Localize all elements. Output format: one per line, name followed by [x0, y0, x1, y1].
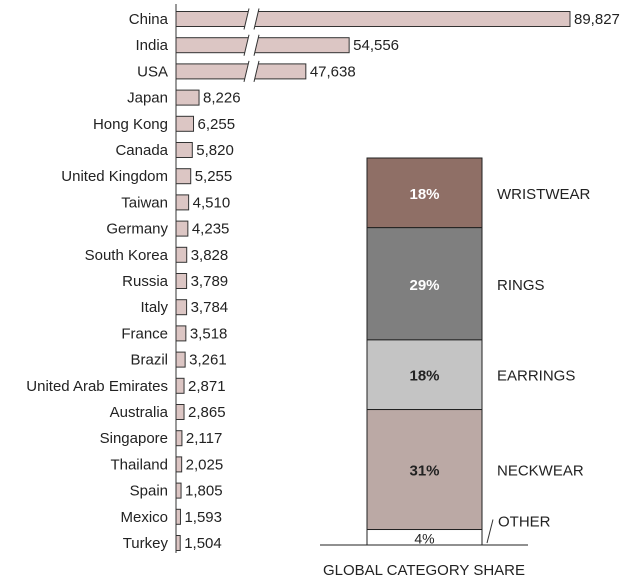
segment-name-label: RINGS [497, 277, 545, 294]
value-label: 8,226 [203, 90, 241, 107]
bar [175, 299, 188, 316]
category-label: Japan [127, 90, 168, 107]
category-label: China [129, 11, 169, 28]
axis-break-mark [253, 60, 260, 83]
value-label: 47,638 [310, 63, 356, 80]
category-label: South Korea [85, 247, 169, 264]
category-label: United Arab Emirates [26, 378, 168, 395]
value-label: 2,871 [188, 378, 226, 395]
bar [175, 194, 190, 211]
bar [175, 11, 571, 27]
value-label: 54,556 [353, 37, 399, 54]
bar [175, 37, 350, 54]
value-label: 1,593 [184, 509, 222, 526]
bar [175, 246, 188, 263]
axis-break-mark [253, 34, 260, 56]
value-label: 3,518 [190, 325, 228, 342]
bar [175, 220, 189, 237]
value-label: 1,504 [184, 535, 222, 552]
segment-value-label: 18% [409, 368, 439, 385]
segment-value-label: 4% [414, 530, 434, 546]
category-label: Turkey [123, 535, 169, 552]
bar [175, 168, 192, 185]
bar [175, 351, 186, 368]
bar [175, 508, 181, 525]
value-label: 2,117 [186, 430, 222, 447]
category-label: USA [137, 63, 168, 80]
bar [175, 273, 188, 289]
category-label: Germany [106, 221, 168, 238]
axis-break-mark [253, 8, 260, 30]
value-label: 6,255 [198, 116, 236, 133]
leader-line [486, 519, 494, 544]
bar [175, 535, 181, 551]
category-label: Thailand [110, 456, 168, 473]
value-label: 4,235 [192, 221, 230, 238]
stack-segment [366, 157, 483, 229]
category-label: Brazil [130, 352, 168, 369]
stack-segment [366, 227, 483, 341]
bar [175, 115, 195, 132]
category-share-axis-label: GLOBAL CATEGORY SHARE [323, 562, 525, 579]
segment-value-label: 29% [409, 277, 439, 294]
segment-name-label: OTHER [498, 514, 551, 531]
category-label: Australia [110, 404, 169, 421]
value-label: 1,805 [185, 483, 223, 500]
category-label: United Kingdom [61, 168, 168, 185]
value-label: 3,828 [191, 247, 229, 264]
bar [175, 325, 187, 342]
axis-break-mark [243, 8, 250, 30]
value-label: 3,784 [191, 299, 229, 316]
stack-segment [366, 409, 483, 531]
axis-break-mark [243, 34, 250, 56]
bar [175, 404, 185, 420]
bar [175, 482, 182, 499]
bar [175, 89, 200, 106]
country-bar-chart: China 89,827 India 54,556 USA 47,638 Japan 8,22… [26, 4, 620, 553]
category-label: Singapore [100, 430, 168, 447]
category-label: Hong Kong [93, 116, 168, 133]
category-label: Mexico [120, 509, 168, 526]
segment-value-label: 18% [409, 186, 439, 203]
axis-break-mark [243, 60, 250, 83]
bar [175, 456, 183, 473]
segment-name-label: NECKWEAR [497, 463, 584, 480]
segment-value-label: 31% [409, 463, 439, 480]
value-label: 2,025 [186, 456, 224, 473]
value-label: 89,827 [574, 11, 620, 28]
bar [175, 377, 185, 394]
category-label: Canada [115, 142, 168, 159]
category-label: Russia [122, 273, 169, 290]
value-label: 5,820 [196, 142, 234, 159]
value-label: 5,255 [195, 168, 233, 185]
value-label: 3,261 [189, 352, 227, 369]
bar [175, 63, 307, 80]
bar [175, 430, 183, 447]
segment-name-label: WRISTWEAR [497, 186, 590, 203]
category-label: India [135, 37, 168, 54]
category-label: Italy [140, 299, 168, 316]
bar [175, 142, 193, 158]
category-share-stacked-bar: 18% WRISTWEAR 29% RINGS 18% EARRINGS 31% NECKWE… [320, 157, 590, 546]
category-label: Spain [130, 483, 168, 500]
value-label: 2,865 [188, 404, 226, 421]
category-label: France [121, 325, 168, 342]
value-label: 3,789 [191, 273, 229, 290]
segment-name-label: EARRINGS [497, 368, 575, 385]
value-label: 4,510 [193, 194, 231, 211]
category-label: Taiwan [121, 194, 168, 211]
